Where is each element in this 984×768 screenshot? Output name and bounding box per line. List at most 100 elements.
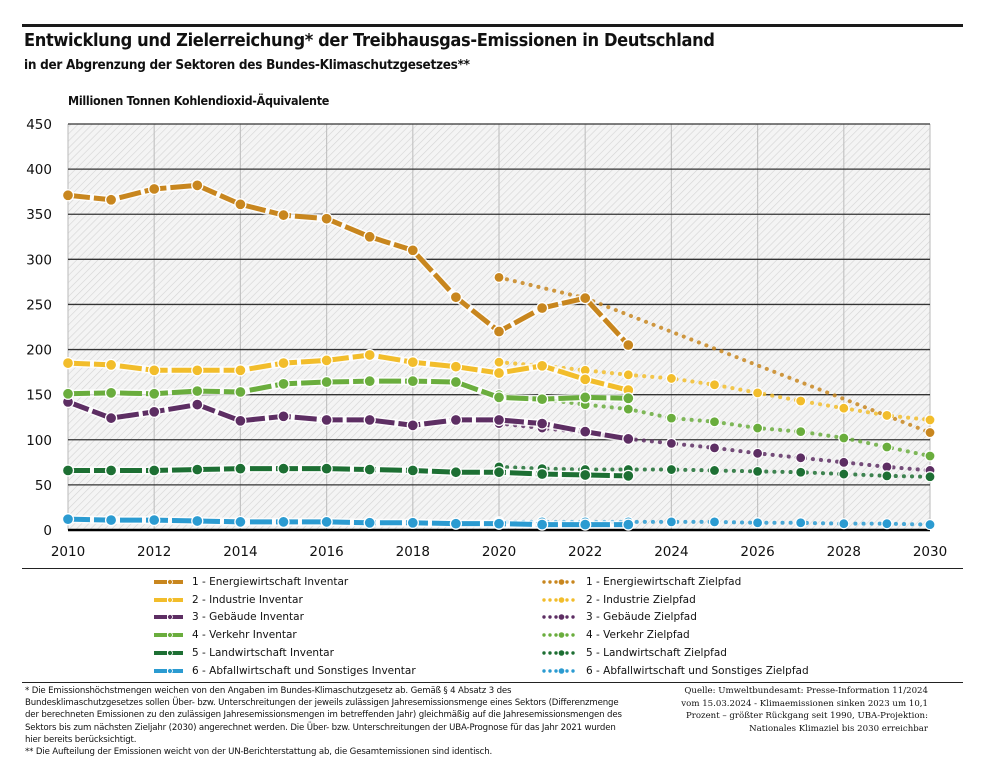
data-point xyxy=(665,412,678,424)
legend-solid-swatch-icon xyxy=(154,667,186,674)
legend-label: 5 - Landwirtschaft Inventar xyxy=(192,647,334,660)
footer-top-rule xyxy=(22,682,963,683)
legend-inventory: 1 - Energiewirtschaft Inventar 2 - Indus… xyxy=(152,573,416,680)
x-tick-label: 2010 xyxy=(51,544,85,560)
series-line xyxy=(67,378,629,402)
legend-dot xyxy=(565,580,569,584)
legend-item: 5 - Landwirtschaft Zielpfad xyxy=(540,644,809,662)
data-point xyxy=(579,518,592,531)
data-point xyxy=(795,517,807,529)
data-point xyxy=(406,516,419,529)
series-line xyxy=(68,466,629,479)
series-line xyxy=(67,399,629,442)
data-point xyxy=(449,466,463,479)
y-tick-label: 350 xyxy=(26,207,52,223)
legend-dot xyxy=(565,651,569,655)
data-point xyxy=(406,419,419,432)
data-point xyxy=(924,450,936,462)
x-tick-label: 2030 xyxy=(913,544,947,560)
legend-item: 4 - Verkehr Inventar xyxy=(152,626,416,644)
data-point xyxy=(708,416,721,428)
legend-dot xyxy=(548,597,552,602)
line-chart: 0 50 100 150 200 250 300 350 400 450 2010 2012 2014… xyxy=(26,117,947,560)
data-point xyxy=(622,369,634,381)
legend-marker xyxy=(167,632,173,639)
data-point xyxy=(579,468,592,482)
data-point xyxy=(622,432,635,446)
data-point xyxy=(535,467,549,481)
series-line xyxy=(67,516,629,528)
data-point xyxy=(148,364,161,377)
data-point xyxy=(751,422,764,434)
data-point xyxy=(104,358,118,372)
data-point xyxy=(449,517,463,530)
y-tick-label: 50 xyxy=(35,478,52,494)
data-point xyxy=(924,518,936,531)
data-point xyxy=(579,373,592,386)
data-point xyxy=(622,392,635,405)
legend-item: 6 - Abfallwirtschaft und Sonstiges Inven… xyxy=(152,662,416,680)
inventory-series xyxy=(61,348,635,397)
data-point xyxy=(363,230,376,243)
data-point xyxy=(665,463,678,476)
data-point xyxy=(535,518,549,531)
legend-item: 1 - Energiewirtschaft Zielpfad xyxy=(540,573,809,591)
data-point xyxy=(277,208,290,222)
chart-subtitle: in der Abgrenzung der Sektoren des Bunde… xyxy=(24,58,470,73)
footnotes: * Die Emissionshöchstmengen weichen von … xyxy=(25,685,625,758)
x-tick-label: 2022 xyxy=(568,544,602,560)
legend-dot xyxy=(554,580,558,584)
data-point xyxy=(449,375,463,389)
data-point xyxy=(148,182,161,196)
legend-label: 3 - Gebäude Zielpfad xyxy=(586,611,697,624)
legend-label: 2 - Industrie Zielpfad xyxy=(586,593,696,606)
data-point xyxy=(277,356,290,370)
legend-solid-swatch-icon xyxy=(154,596,186,603)
data-point xyxy=(622,469,635,483)
data-point xyxy=(61,189,75,202)
legend-dot xyxy=(554,633,558,637)
x-tick-label: 2028 xyxy=(827,544,861,560)
data-point xyxy=(795,452,807,464)
data-point xyxy=(449,360,463,373)
legend-dotted-swatch-icon xyxy=(542,668,575,674)
inventory-series xyxy=(61,179,635,352)
legend-dot xyxy=(548,633,552,637)
legend-marker xyxy=(167,596,173,603)
legend-dot xyxy=(565,615,569,620)
data-point xyxy=(492,391,506,404)
legend-item: 3 - Gebäude Inventar xyxy=(152,609,416,627)
legend-dot xyxy=(548,651,552,655)
data-point xyxy=(104,386,118,400)
data-point xyxy=(320,212,333,225)
legend-dot xyxy=(565,633,569,637)
data-point xyxy=(838,518,850,530)
legend-label: 1 - Energiewirtschaft Inventar xyxy=(192,575,349,588)
legend-dot xyxy=(554,651,558,655)
y-tick-label: 0 xyxy=(43,523,52,539)
y-tick-label: 250 xyxy=(26,297,52,313)
data-point xyxy=(579,425,592,438)
x-tick-label: 2014 xyxy=(223,544,257,560)
legend-item: 4 - Verkehr Zielpfad xyxy=(540,626,809,644)
data-point xyxy=(61,387,75,400)
source-line: Nationales Klimaziel bis 2030 erreichbar xyxy=(749,723,928,734)
x-tick-label: 2018 xyxy=(396,544,430,560)
data-point xyxy=(795,395,807,407)
y-tick-label: 450 xyxy=(26,117,52,133)
data-point xyxy=(191,463,204,476)
data-point xyxy=(708,464,721,477)
legend-label: 4 - Verkehr Zielpfad xyxy=(586,629,690,642)
data-point xyxy=(838,468,850,480)
data-point xyxy=(363,463,376,476)
series-line xyxy=(67,352,629,393)
legend-dotted-swatch-icon xyxy=(542,632,575,639)
data-point xyxy=(449,291,463,304)
data-point xyxy=(535,393,549,406)
source-line: Prozent – größter Rückgang seit 1990, UB… xyxy=(685,711,928,721)
legend-dotted-swatch-icon xyxy=(542,596,575,603)
data-point xyxy=(104,513,118,527)
series-line xyxy=(67,182,631,347)
data-point xyxy=(795,466,807,478)
data-point xyxy=(148,513,161,527)
